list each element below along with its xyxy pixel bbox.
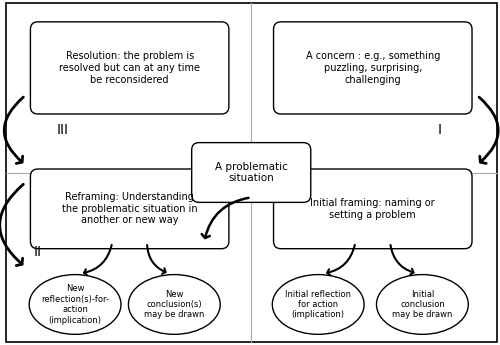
Ellipse shape [272,275,364,334]
FancyBboxPatch shape [192,142,311,203]
Text: Initial
conclusion
may be drawn: Initial conclusion may be drawn [392,289,452,319]
Text: New
reflection(s)-for-
action
(implication): New reflection(s)-for- action (implicati… [41,284,109,325]
Text: Resolution: the problem is
resolved but can at any time
be reconsidered: Resolution: the problem is resolved but … [59,51,200,85]
FancyBboxPatch shape [274,22,472,114]
Text: New
conclusion(s)
may be drawn: New conclusion(s) may be drawn [144,289,204,319]
Text: II: II [34,245,42,259]
Ellipse shape [376,275,468,334]
FancyBboxPatch shape [274,169,472,249]
FancyBboxPatch shape [30,22,229,114]
FancyBboxPatch shape [30,169,229,249]
Text: Initial reflection
for action
(implication): Initial reflection for action (implicati… [285,289,351,319]
Ellipse shape [128,275,220,334]
Text: Initial framing: naming or
setting a problem: Initial framing: naming or setting a pro… [310,198,435,220]
Text: I: I [438,123,442,137]
Text: Reframing: Understanding
the problematic situation in
another or new way: Reframing: Understanding the problematic… [62,192,198,225]
Text: III: III [56,123,68,137]
Ellipse shape [29,275,121,334]
Text: A concern : e.g., something
puzzling, surprising,
challenging: A concern : e.g., something puzzling, su… [306,51,440,85]
Text: A problematic
situation: A problematic situation [215,162,288,183]
